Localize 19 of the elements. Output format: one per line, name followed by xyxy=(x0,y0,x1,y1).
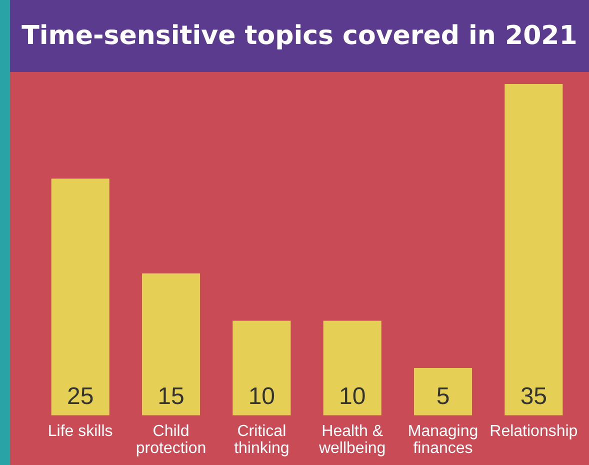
data-label: 10 xyxy=(248,383,276,410)
bar xyxy=(323,320,382,416)
x-tick-label: Life skills xyxy=(48,423,113,440)
x-tick-label: Critical thinking xyxy=(234,423,290,458)
x-tick-label: Child protection xyxy=(136,423,206,458)
data-label: 15 xyxy=(158,383,184,410)
bar xyxy=(142,273,200,416)
data-label: 25 xyxy=(66,383,94,410)
bar xyxy=(232,320,291,416)
data-label: 35 xyxy=(520,383,548,410)
x-tick-label: Health & wellbeing xyxy=(318,423,386,458)
bar xyxy=(51,178,110,416)
data-label: 10 xyxy=(338,383,366,410)
bar xyxy=(414,368,472,416)
x-tick-label: Relationship xyxy=(490,423,578,440)
x-tick-label: Managing finances xyxy=(408,423,478,458)
data-label: 5 xyxy=(436,383,450,410)
chart-title: Time-sensitive topics covered in 2021 xyxy=(10,0,589,72)
bar xyxy=(504,84,563,416)
